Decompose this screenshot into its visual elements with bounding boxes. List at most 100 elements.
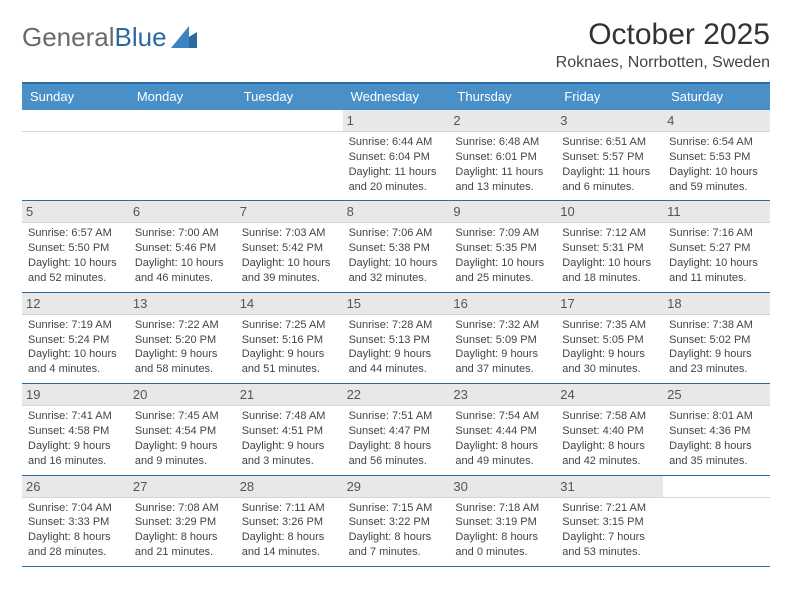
sunrise-line: Sunrise: 7:11 AM <box>242 501 337 516</box>
sunset-line: Sunset: 5:05 PM <box>562 333 657 348</box>
sunrise-line: Sunrise: 7:25 AM <box>242 318 337 333</box>
sunrise-line: Sunrise: 7:08 AM <box>135 501 230 516</box>
day-number: 6 <box>129 201 236 223</box>
daylight-line: Daylight: 9 hours and 58 minutes. <box>135 347 230 377</box>
sunrise-line: Sunrise: 7:45 AM <box>135 409 230 424</box>
daylight-line: Daylight: 9 hours and 16 minutes. <box>28 439 123 469</box>
daylight-line: Daylight: 11 hours and 20 minutes. <box>349 165 444 195</box>
sunset-line: Sunset: 5:24 PM <box>28 333 123 348</box>
daylight-line: Daylight: 9 hours and 3 minutes. <box>242 439 337 469</box>
sunrise-line: Sunrise: 7:35 AM <box>562 318 657 333</box>
sunset-line: Sunset: 5:16 PM <box>242 333 337 348</box>
day-cell-empty <box>236 110 343 200</box>
dow-tuesday: Tuesday <box>236 84 343 110</box>
day-number <box>663 476 770 498</box>
daylight-line: Daylight: 11 hours and 13 minutes. <box>455 165 550 195</box>
day-number: 5 <box>22 201 129 223</box>
day-cell-7: 7Sunrise: 7:03 AMSunset: 5:42 PMDaylight… <box>236 201 343 291</box>
sunrise-line: Sunrise: 7:48 AM <box>242 409 337 424</box>
day-cell-24: 24 Sunrise: 7:58 AMSunset: 4:40 PMDayligh… <box>556 384 663 474</box>
day-cell-1: 1Sunrise: 6:44 AMSunset: 6:04 PMDaylight… <box>343 110 450 200</box>
day-number: 3 <box>556 110 663 132</box>
sunset-line: Sunset: 5:13 PM <box>349 333 444 348</box>
day-number: 24 <box>556 384 663 406</box>
day-number: 11 <box>663 201 770 223</box>
sunrise-line: Sunrise: 7:41 AM <box>28 409 123 424</box>
day-cell-4: 4Sunrise: 6:54 AMSunset: 5:53 PMDaylight… <box>663 110 770 200</box>
dow-monday: Monday <box>129 84 236 110</box>
sunset-line: Sunset: 5:46 PM <box>135 241 230 256</box>
sunrise-line: Sunrise: 7:18 AM <box>455 501 550 516</box>
sunrise-line: Sunrise: 7:19 AM <box>28 318 123 333</box>
day-cell-5: 5Sunrise: 6:57 AMSunset: 5:50 PMDaylight… <box>22 201 129 291</box>
logo-mark-icon <box>171 26 197 48</box>
day-cell-12: 12Sunrise: 7:19 AMSunset: 5:24 PMDayligh… <box>22 293 129 383</box>
day-number: 26 <box>22 476 129 498</box>
dow-saturday: Saturday <box>663 84 770 110</box>
sunrise-line: Sunrise: 7:28 AM <box>349 318 444 333</box>
daylight-line: Daylight: 8 hours and 42 minutes. <box>562 439 657 469</box>
logo-text-general: General <box>22 22 115 52</box>
logo: GeneralBlue <box>22 18 197 50</box>
day-cell-28: 28 Sunrise: 7:11 AMSunset: 3:26 PMDayligh… <box>236 476 343 566</box>
day-number: 28 <box>236 476 343 498</box>
sunset-line: Sunset: 3:15 PM <box>562 515 657 530</box>
day-cell-8: 8Sunrise: 7:06 AMSunset: 5:38 PMDaylight… <box>343 201 450 291</box>
day-cell-31: 31Sunrise: 7:21 AMSunset: 3:15 PMDayligh… <box>556 476 663 566</box>
daylight-line: Daylight: 9 hours and 23 minutes. <box>669 347 764 377</box>
day-cell-3: 3Sunrise: 6:51 AMSunset: 5:57 PMDaylight… <box>556 110 663 200</box>
day-cell-11: 11Sunrise: 7:16 AMSunset: 5:27 PMDayligh… <box>663 201 770 291</box>
day-cell-20: 20Sunrise: 7:45 AMSunset: 4:54 PMDayligh… <box>129 384 236 474</box>
day-cell-13: 13Sunrise: 7:22 AMSunset: 5:20 PMDayligh… <box>129 293 236 383</box>
logo-text-blue: Blue <box>115 22 167 52</box>
day-cell-30: 30Sunrise: 7:18 AMSunset: 3:19 PMDayligh… <box>449 476 556 566</box>
sunrise-line: Sunrise: 7:15 AM <box>349 501 444 516</box>
sunrise-line: Sunrise: 7:54 AM <box>455 409 550 424</box>
sunset-line: Sunset: 4:47 PM <box>349 424 444 439</box>
day-of-week-header: SundayMondayTuesdayWednesdayThursdayFrid… <box>22 84 770 110</box>
sunset-line: Sunset: 5:20 PM <box>135 333 230 348</box>
day-number: 18 <box>663 293 770 315</box>
sunset-line: Sunset: 3:26 PM <box>242 515 337 530</box>
daylight-line: Daylight: 10 hours and 46 minutes. <box>135 256 230 286</box>
sunrise-line: Sunrise: 6:57 AM <box>28 226 123 241</box>
sunset-line: Sunset: 3:19 PM <box>455 515 550 530</box>
day-number: 9 <box>449 201 556 223</box>
sunset-line: Sunset: 4:40 PM <box>562 424 657 439</box>
day-cell-empty <box>22 110 129 200</box>
sunrise-line: Sunrise: 7:09 AM <box>455 226 550 241</box>
day-number: 16 <box>449 293 556 315</box>
day-number: 15 <box>343 293 450 315</box>
sunrise-line: Sunrise: 7:06 AM <box>349 226 444 241</box>
day-cell-14: 14Sunrise: 7:25 AMSunset: 5:16 PMDayligh… <box>236 293 343 383</box>
daylight-line: Daylight: 8 hours and 14 minutes. <box>242 530 337 560</box>
daylight-line: Daylight: 8 hours and 35 minutes. <box>669 439 764 469</box>
sunset-line: Sunset: 5:27 PM <box>669 241 764 256</box>
day-cell-23: 23Sunrise: 7:54 AMSunset: 4:44 PMDayligh… <box>449 384 556 474</box>
sunset-line: Sunset: 3:29 PM <box>135 515 230 530</box>
sunrise-line: Sunrise: 7:58 AM <box>562 409 657 424</box>
day-cell-6: 6Sunrise: 7:00 AMSunset: 5:46 PMDaylight… <box>129 201 236 291</box>
week-row: 19Sunrise: 7:41 AMSunset: 4:58 PMDayligh… <box>22 384 770 475</box>
daylight-line: Daylight: 7 hours and 53 minutes. <box>562 530 657 560</box>
daylight-line: Daylight: 10 hours and 11 minutes. <box>669 256 764 286</box>
sunset-line: Sunset: 5:35 PM <box>455 241 550 256</box>
sunrise-line: Sunrise: 6:54 AM <box>669 135 764 150</box>
daylight-line: Daylight: 9 hours and 37 minutes. <box>455 347 550 377</box>
day-cell-25: 25Sunrise: 8:01 AMSunset: 4:36 PMDayligh… <box>663 384 770 474</box>
sunset-line: Sunset: 4:44 PM <box>455 424 550 439</box>
day-cell-18: 18Sunrise: 7:38 AMSunset: 5:02 PMDayligh… <box>663 293 770 383</box>
daylight-line: Daylight: 8 hours and 28 minutes. <box>28 530 123 560</box>
page-title: October 2025 <box>556 18 770 52</box>
daylight-line: Daylight: 10 hours and 4 minutes. <box>28 347 123 377</box>
sunset-line: Sunset: 5:38 PM <box>349 241 444 256</box>
location-label: Roknaes, Norrbotten, Sweden <box>556 54 770 72</box>
day-number: 10 <box>556 201 663 223</box>
sunrise-line: Sunrise: 6:44 AM <box>349 135 444 150</box>
sunrise-line: Sunrise: 7:32 AM <box>455 318 550 333</box>
day-cell-21: 21Sunrise: 7:48 AMSunset: 4:51 PMDayligh… <box>236 384 343 474</box>
day-number: 4 <box>663 110 770 132</box>
day-cell-27: 27Sunrise: 7:08 AMSunset: 3:29 PMDayligh… <box>129 476 236 566</box>
sunset-line: Sunset: 3:22 PM <box>349 515 444 530</box>
week-row: 5Sunrise: 6:57 AMSunset: 5:50 PMDaylight… <box>22 201 770 292</box>
